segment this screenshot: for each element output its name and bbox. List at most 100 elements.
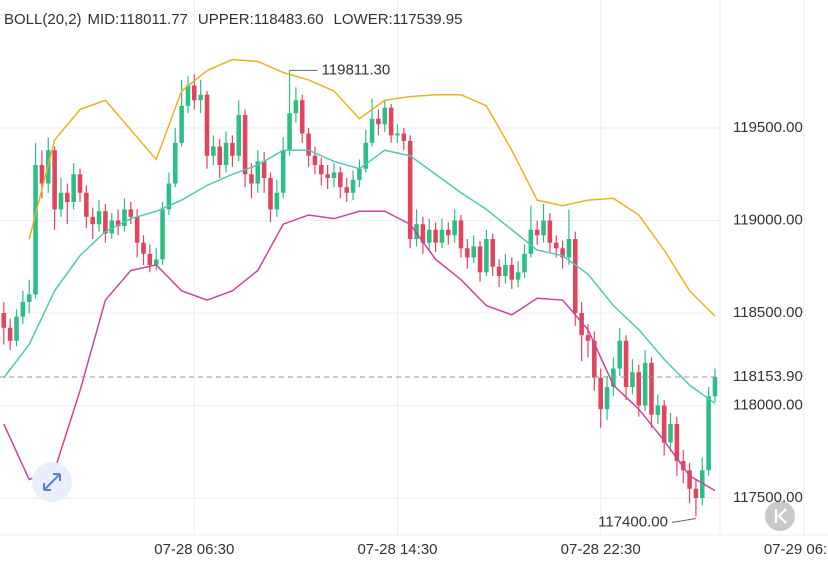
candle-body <box>566 239 572 258</box>
collapse-icon <box>774 508 787 524</box>
y-tick-label: 117500.00 <box>733 489 803 506</box>
candle-body <box>312 155 318 166</box>
candle-body <box>39 165 45 184</box>
candle-body <box>204 94 210 156</box>
candle-body <box>560 248 565 258</box>
candle-body <box>572 239 578 314</box>
candle-body <box>376 118 381 125</box>
candle-body <box>426 229 432 243</box>
candle-body <box>611 368 616 388</box>
candle-body <box>230 142 235 156</box>
candle-body <box>274 192 280 210</box>
candle-body <box>7 327 13 341</box>
legend-entry: MID:118011.77 <box>88 11 188 28</box>
candle-body <box>687 470 692 489</box>
candle-body <box>153 259 159 265</box>
candle-body <box>71 174 76 203</box>
candle-body <box>109 220 115 234</box>
candle-body <box>77 174 83 193</box>
candle-body <box>363 142 369 169</box>
low-label: 117400.00 <box>598 513 668 530</box>
band-line <box>28 58 716 317</box>
candle-body <box>249 174 254 184</box>
collapse-button[interactable] <box>765 501 795 531</box>
band-line <box>3 210 716 492</box>
candle-body <box>147 253 153 265</box>
candle-body <box>185 85 191 106</box>
candle-body <box>192 85 197 101</box>
candle-body <box>706 396 711 471</box>
candle-body <box>528 229 534 254</box>
candle-body <box>484 239 489 273</box>
candle-body <box>20 301 26 317</box>
candle-body <box>458 220 464 249</box>
x-tick-label: 07-28 22:30 <box>561 541 641 558</box>
candle-body <box>369 118 375 143</box>
candle-body <box>490 239 496 267</box>
candle-body <box>236 115 242 156</box>
candle-body <box>1 313 7 328</box>
candle-body <box>280 150 286 193</box>
candle-body <box>306 133 311 156</box>
y-tick-label: 118500.00 <box>733 304 803 321</box>
candle-body <box>293 100 299 114</box>
candle-body <box>255 161 261 184</box>
candle-body <box>261 161 267 178</box>
candle-body <box>160 209 165 260</box>
candle-body <box>58 192 64 210</box>
legend-entry: UPPER:118483.60 <box>198 11 324 28</box>
candle-body <box>522 253 527 273</box>
candle-body <box>547 220 553 243</box>
candle-body <box>128 209 134 217</box>
candle-body <box>115 220 121 227</box>
candle-body <box>223 142 229 166</box>
candle-body <box>414 224 419 240</box>
candle-body <box>674 424 680 462</box>
candle-body <box>446 229 451 236</box>
marks-layer <box>1 58 718 517</box>
candle-body <box>477 246 483 273</box>
candle-body <box>655 405 661 415</box>
candle-body <box>680 461 686 471</box>
candle-body <box>439 229 445 243</box>
candle-body <box>661 405 667 443</box>
candle-body <box>623 340 629 388</box>
candle-body <box>325 174 330 178</box>
candle-body <box>217 146 222 166</box>
candle-body <box>515 272 521 280</box>
candle-body <box>103 211 108 234</box>
candle-body <box>598 377 603 410</box>
candle-body <box>407 140 413 240</box>
x-tick-label: 07-29 06:30 <box>764 541 828 558</box>
candle-body <box>166 183 172 210</box>
candle-body <box>14 316 19 341</box>
candle-body <box>122 209 127 227</box>
candle-body <box>636 372 642 406</box>
candle-body <box>509 264 515 280</box>
candle-body <box>344 187 349 193</box>
band-line <box>3 149 716 404</box>
y-tick-label: 118000.00 <box>733 396 803 413</box>
candle-body <box>649 362 654 415</box>
expand-button[interactable] <box>32 462 72 502</box>
candle-body <box>33 165 38 295</box>
expand-icon <box>43 473 61 491</box>
candle-body <box>242 115 248 175</box>
y-tick-label: 119500.00 <box>733 119 803 136</box>
candle-body <box>630 372 635 388</box>
candle-body <box>84 192 89 217</box>
x-tick-label: 07-28 14:30 <box>357 541 437 558</box>
candle-body <box>471 246 476 258</box>
candle-body <box>268 177 273 210</box>
last-price-label: 118153.90 <box>733 368 803 385</box>
candle-body <box>585 335 591 341</box>
candle-body <box>401 133 407 141</box>
candle-body <box>693 488 699 499</box>
candle-body <box>668 424 673 443</box>
candle-body <box>331 172 337 178</box>
candle-body <box>198 94 203 101</box>
candle-body <box>592 340 597 378</box>
candle-body <box>26 294 32 302</box>
candle-body <box>496 266 502 277</box>
